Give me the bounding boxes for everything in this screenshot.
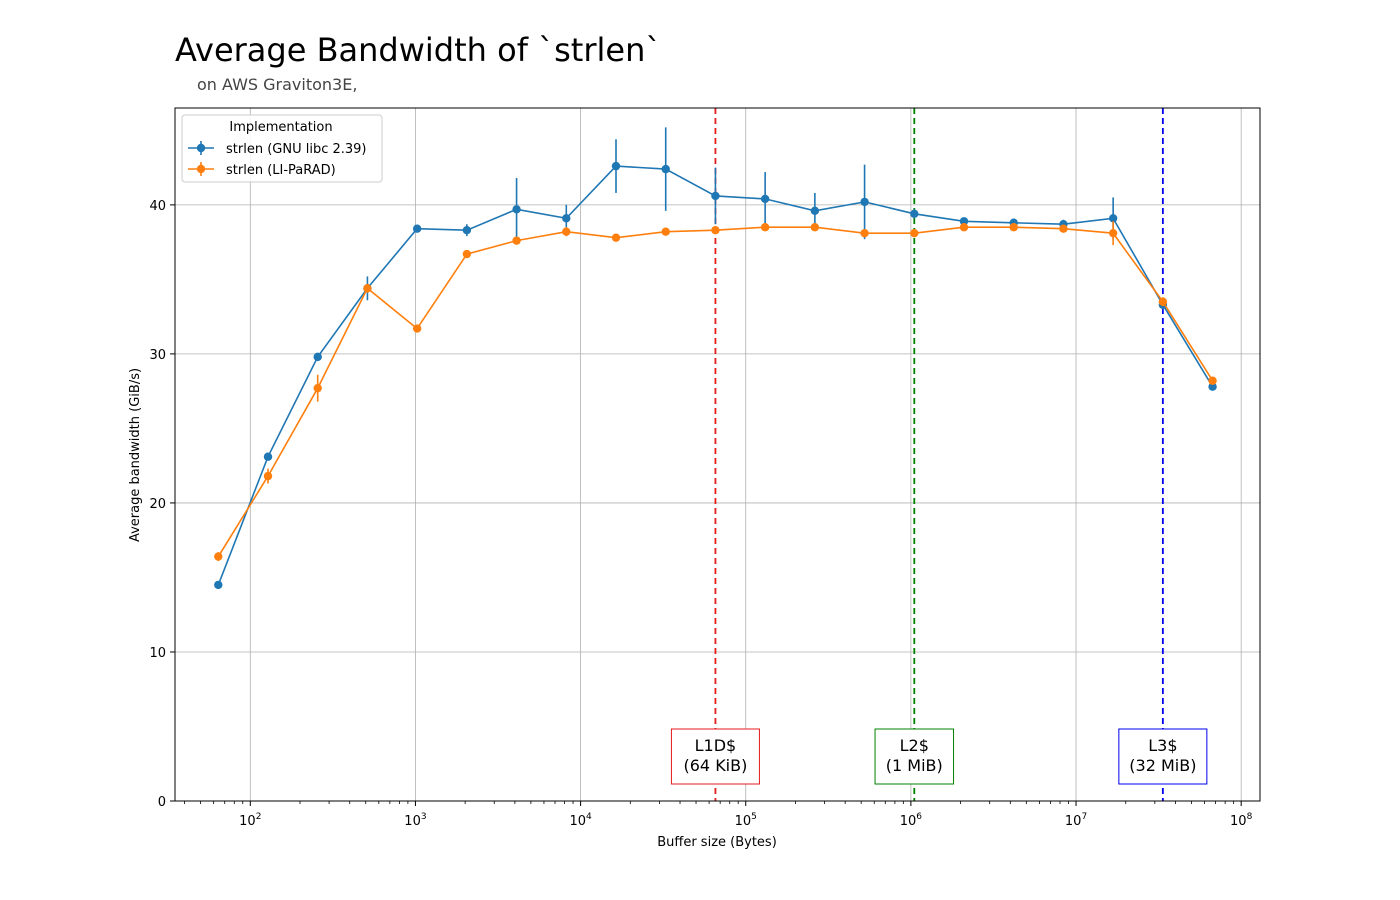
data-point: [711, 191, 720, 201]
data-point: [462, 226, 472, 235]
x-tick-label: 107: [1065, 812, 1087, 829]
y-tick-label: 10: [149, 646, 166, 661]
data-point: [412, 224, 422, 233]
data-point: [512, 205, 521, 214]
plot-frame: [174, 107, 1261, 802]
data-point: [760, 223, 770, 232]
y-tick-label: 0: [158, 795, 166, 810]
legend-label: strlen (LI-PaRAD): [226, 163, 336, 178]
cache-label-size: (32 MiB): [1129, 756, 1196, 775]
data-point: [611, 233, 621, 242]
y-tick-label: 30: [149, 348, 166, 363]
x-axis-label: Buffer size (Bytes): [657, 835, 777, 850]
data-point: [1158, 297, 1168, 306]
data-point: [1059, 224, 1068, 233]
y-axis-label: Average bandwidth (GiB/s): [128, 368, 143, 542]
cache-label-size: (64 KiB): [684, 756, 748, 775]
data-point: [661, 227, 670, 236]
data-point: [214, 580, 223, 590]
data-point: [810, 206, 820, 216]
data-point: [313, 352, 322, 362]
data-point: [661, 164, 670, 174]
cache-label-name: L3$: [1148, 736, 1177, 755]
data-point: [1009, 223, 1018, 232]
data-point: [910, 228, 919, 238]
cache-labels: L1D$(64 KiB) L2$(1 MiB) L3$(32 MiB): [670, 728, 1208, 785]
series-group: [214, 221, 1217, 562]
cache-label-box: [670, 728, 760, 785]
cache-label-box: [874, 728, 955, 785]
data-point: [1208, 376, 1217, 385]
legend-label: strlen (GNU libc 2.39): [226, 142, 367, 157]
data-point: [1108, 228, 1118, 238]
cache-label-name: L2$: [900, 736, 929, 755]
cache-label-size: (1 MiB): [886, 756, 943, 775]
legend-entry: strlen (LI-PaRAD): [188, 162, 336, 178]
x-tick-label: 102: [239, 812, 261, 829]
x-tick-label: 103: [404, 812, 426, 829]
y-tick-label: 20: [149, 497, 166, 512]
cache-label-box: [1118, 728, 1208, 785]
data-point: [860, 197, 869, 207]
x-tick-label: 108: [1230, 812, 1253, 829]
cache-lines: [714, 108, 1164, 801]
data-point: [959, 223, 969, 232]
cache-label: L2$(1 MiB): [874, 728, 955, 785]
data-point: [810, 223, 820, 232]
data-point: [263, 471, 273, 481]
data-point: [214, 552, 223, 561]
legend-marker: [196, 143, 206, 153]
chart-title: Average Bandwidth of `strlen`: [175, 31, 661, 69]
data-point: [611, 161, 621, 171]
x-axis-ticks: 102 103 104 105 106 107 108: [184, 801, 1253, 829]
data-point: [1208, 382, 1217, 391]
legend-entry: strlen (GNU libc 2.39): [188, 141, 367, 157]
legend-box: [181, 114, 383, 183]
y-tick-label: 40: [149, 199, 166, 214]
y-axis-ticks: 0 10 20 30 40: [149, 199, 175, 810]
legend-title: Implementation: [229, 120, 332, 135]
data-point: [910, 209, 919, 219]
series: [214, 127, 1217, 590]
data-point: [711, 226, 720, 235]
data-point: [462, 249, 472, 259]
data-point: [562, 227, 571, 236]
data-point: [1108, 214, 1118, 223]
legend: Implementation strlen (GNU libc 2.39) str…: [181, 114, 383, 183]
data-point: [412, 324, 422, 333]
series-group: [214, 127, 1217, 590]
data-point: [562, 214, 571, 223]
data-point: [959, 217, 969, 226]
data-point: [760, 194, 770, 204]
data-point: [860, 228, 869, 238]
data-point: [313, 383, 322, 393]
chart-subtitle: on AWS Graviton3E,: [197, 75, 357, 94]
cache-label: L3$(32 MiB): [1118, 728, 1208, 785]
data-point: [263, 452, 273, 461]
cache-label-name: L1D$: [695, 736, 737, 755]
grid: [175, 108, 1260, 802]
x-tick-label: 105: [735, 812, 757, 829]
data-point: [363, 284, 372, 293]
x-tick-label: 106: [900, 812, 923, 829]
cache-label: L1D$(64 KiB): [670, 728, 760, 785]
legend-marker: [196, 164, 206, 174]
data-point: [512, 236, 521, 245]
x-tick-label: 104: [569, 812, 592, 829]
